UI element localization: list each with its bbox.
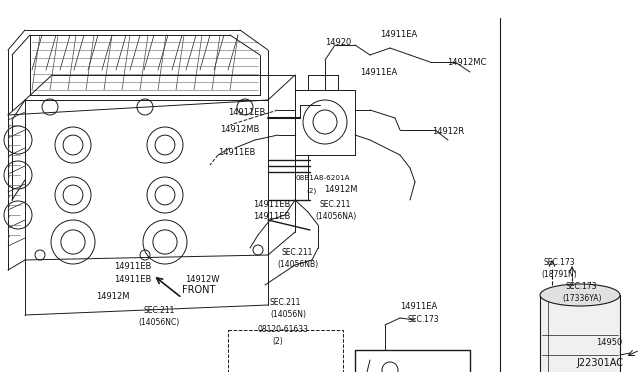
Text: SEC.211: SEC.211 (143, 306, 174, 315)
Bar (355, 350, 470, 372)
Text: 14912M: 14912M (324, 185, 358, 194)
Text: SEC.211: SEC.211 (320, 200, 351, 209)
Text: 14911EA: 14911EA (360, 68, 397, 77)
Ellipse shape (540, 284, 620, 306)
Text: 14911EB: 14911EB (228, 108, 266, 117)
Text: (18791N): (18791N) (541, 270, 577, 279)
Text: FRONT: FRONT (182, 285, 216, 295)
Text: SEC.211: SEC.211 (270, 298, 301, 307)
Text: SEC.173: SEC.173 (565, 282, 596, 291)
Text: 14920: 14920 (325, 38, 351, 47)
Text: (2): (2) (306, 188, 316, 195)
Text: 14911EB: 14911EB (218, 148, 255, 157)
Text: (14056NB): (14056NB) (277, 260, 318, 269)
Text: 14911EB: 14911EB (253, 200, 291, 209)
Text: 14911EB: 14911EB (253, 212, 291, 221)
Text: (2): (2) (272, 337, 283, 346)
Text: 14912MB: 14912MB (220, 125, 259, 134)
Text: (14056N): (14056N) (270, 310, 306, 319)
Bar (228, 330, 343, 372)
Text: SEC.173: SEC.173 (408, 315, 440, 324)
Text: J22301AC: J22301AC (576, 358, 623, 368)
Text: 14912M: 14912M (96, 292, 129, 301)
Text: 14912W: 14912W (185, 275, 220, 284)
Text: 14912MC: 14912MC (447, 58, 486, 67)
Text: 14911EB: 14911EB (114, 275, 152, 284)
Text: 08B1A8-6201A: 08B1A8-6201A (296, 175, 351, 181)
Text: SEC.173: SEC.173 (543, 258, 575, 267)
Text: 08120-61633: 08120-61633 (258, 325, 309, 334)
Text: 14911EA: 14911EA (380, 30, 417, 39)
Text: 14912R: 14912R (432, 127, 464, 136)
Text: (14056NC): (14056NC) (138, 318, 179, 327)
Text: SEC.211: SEC.211 (282, 248, 314, 257)
Text: (14056NA): (14056NA) (315, 212, 356, 221)
Text: 14911EB: 14911EB (114, 262, 152, 271)
Text: 14950: 14950 (596, 338, 622, 347)
Text: 14911EA: 14911EA (400, 302, 437, 311)
Bar (540, 295, 620, 372)
Text: (17336YA): (17336YA) (562, 294, 602, 303)
